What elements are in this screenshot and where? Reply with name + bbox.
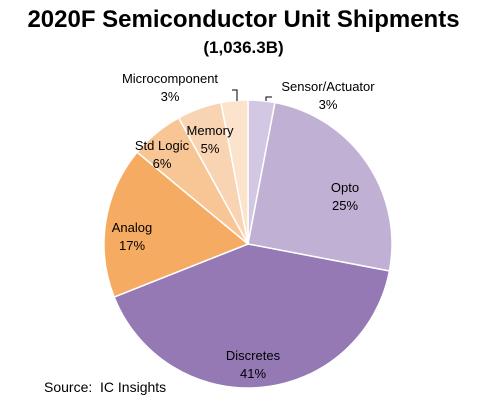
slice-label-value: 3% (319, 97, 338, 112)
slice-label-name: Std Logic (135, 138, 190, 153)
chart-title: 2020F Semiconductor Unit Shipments (27, 6, 460, 33)
slice-label-name: Opto (331, 180, 359, 195)
slice-label-value: 17% (119, 238, 145, 253)
slice-label-name: Sensor/Actuator (281, 79, 375, 94)
slice-label-value: 5% (201, 141, 220, 156)
slice-label-value: 3% (161, 89, 180, 104)
chart-subtitle: (1,036.3B) (203, 38, 284, 57)
leader-lines (232, 89, 272, 101)
chart-source: Source: IC Insights (44, 379, 167, 395)
slice-label-value: 41% (240, 366, 266, 381)
slice-label-name: Discretes (226, 348, 281, 363)
slice-label-name: Microcomponent (122, 71, 218, 86)
pie-slice-analog (103, 151, 250, 298)
leader-line (232, 89, 238, 101)
pie-slice-microcomponent (220, 99, 249, 245)
slice-label-name: Analog (112, 220, 152, 235)
pie-slice-opto (247, 101, 393, 272)
slice-labels: Sensor/Actuator 3% Opto 25% Discretes 41% Anal… (112, 71, 376, 381)
pie-slices (103, 99, 393, 389)
leader-line (265, 96, 272, 101)
slice-label-value: 25% (332, 198, 358, 213)
slice-label-value: 6% (153, 156, 172, 171)
pie-slice-discretes (113, 243, 391, 389)
slice-label-name: Memory (187, 123, 234, 138)
